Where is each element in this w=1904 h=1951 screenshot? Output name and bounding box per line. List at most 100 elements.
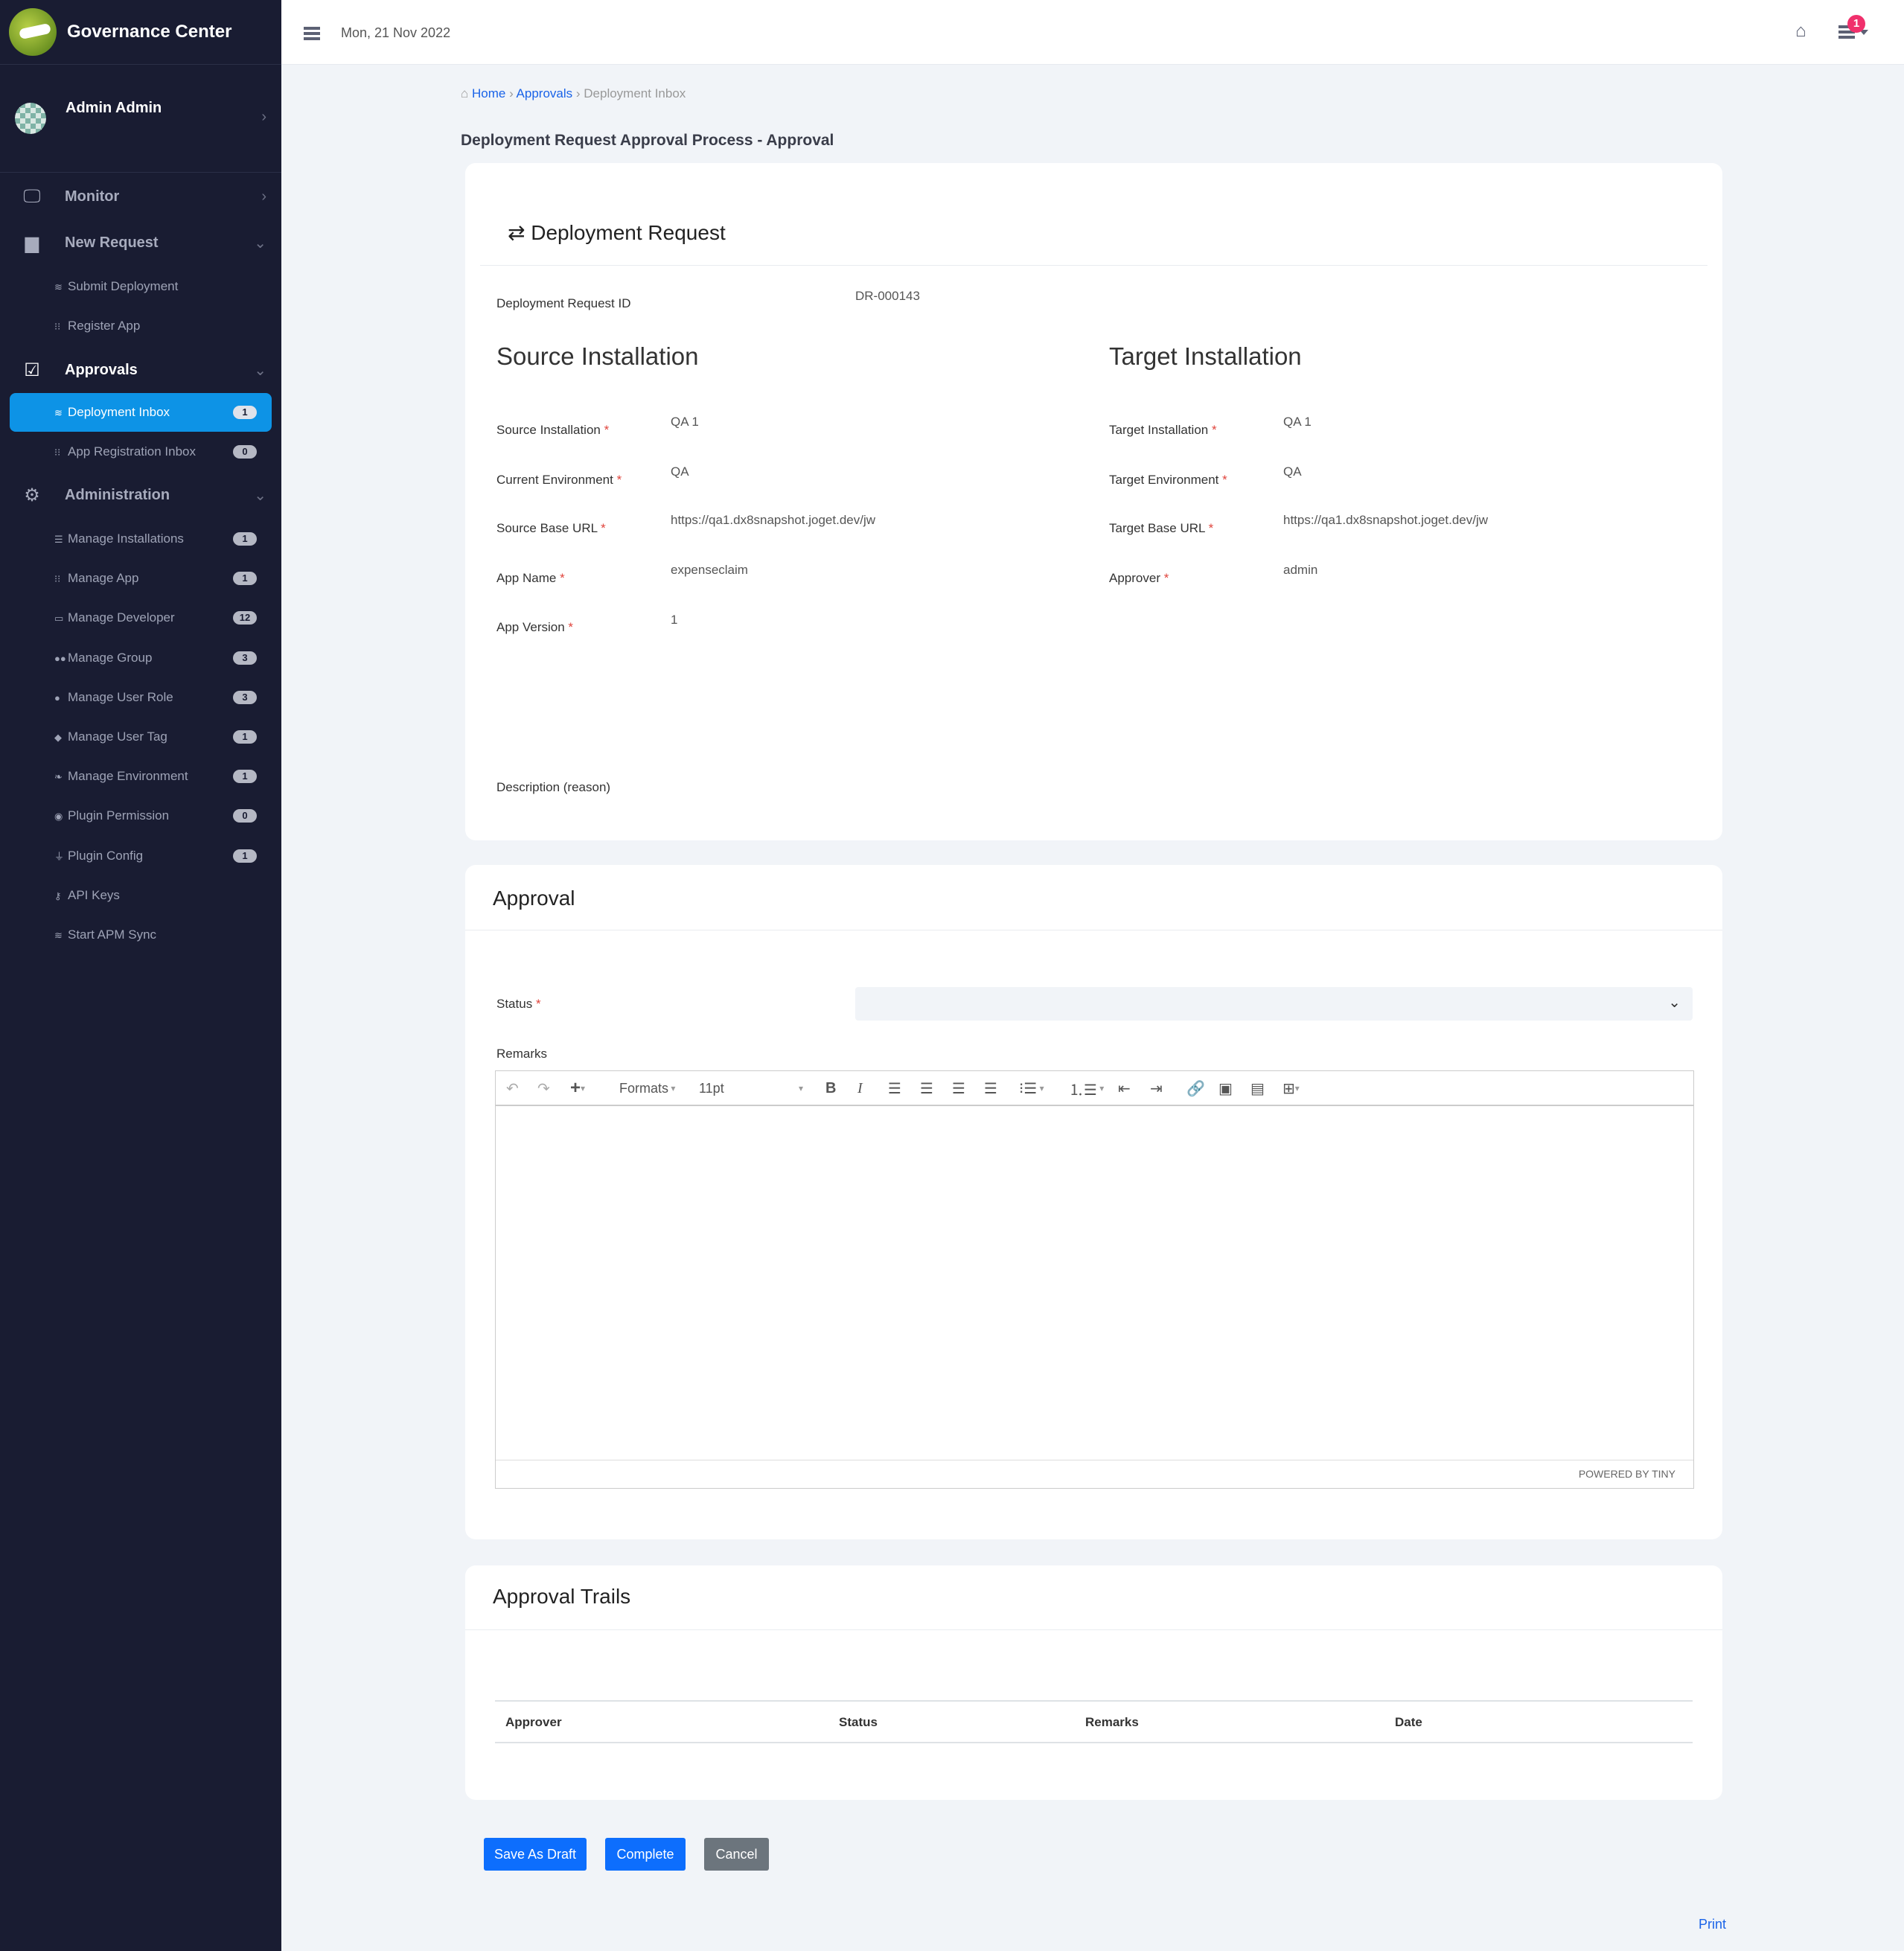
sidebar-item-start-apm-sync[interactable]: ≋ Start APM Sync (10, 916, 272, 954)
complete-button[interactable]: Complete (605, 1838, 686, 1871)
chevron-right-icon: › (261, 188, 266, 205)
leaf-icon: ❧ (54, 771, 63, 783)
field-value: QA 1 (671, 415, 699, 429)
breadcrumb-approvals[interactable]: Approvals (516, 86, 573, 100)
grid-icon: ⁝⁝ (54, 573, 61, 585)
nav-item: ≋ Submit Deployment (54, 279, 178, 294)
sidebar-item-manage-group[interactable]: ●● Manage Group 3 (10, 639, 272, 677)
outdent-icon[interactable]: ⇤ (1118, 1080, 1131, 1097)
count-badge: 0 (233, 445, 257, 459)
home-icon[interactable]: ⌂ (1795, 21, 1806, 41)
nav-label: API Keys (68, 887, 120, 902)
bullet-list-icon[interactable]: ⁝☰ ▾ (1019, 1080, 1044, 1097)
sidebar-item-manage-installations[interactable]: ☰ Manage Installations 1 (10, 520, 272, 558)
sidebar-item-plugin-permission[interactable]: ◉ Plugin Permission 0 (10, 796, 272, 835)
field-value: 1 (671, 613, 678, 627)
indent-icon[interactable]: ⇥ (1150, 1080, 1163, 1097)
breadcrumb-home[interactable]: Home (472, 86, 506, 100)
sidebar-item-manage-developer[interactable]: ▭ Manage Developer 12 (10, 598, 272, 637)
required-marker: * (1163, 571, 1169, 585)
cancel-button[interactable]: Cancel (704, 1838, 769, 1871)
sidebar-item-deployment-inbox[interactable]: ≋ Deployment Inbox 1 (10, 393, 272, 432)
align-center-icon[interactable]: ☰ (920, 1080, 933, 1097)
count-badge: 1 (233, 572, 257, 586)
powered-by-link[interactable]: POWERED BY TINY (1578, 1468, 1675, 1480)
count-badge: 1 (233, 770, 257, 784)
font-size-dropdown[interactable]: 11pt ▾ (699, 1080, 803, 1096)
brand[interactable]: Governance Center (9, 7, 231, 57)
sidebar-item-approvals[interactable]: ☑ Approvals ⌄ (0, 354, 281, 386)
nav-item: ●● Manage Group (54, 651, 152, 665)
table-icon[interactable]: ⊞ ▾ (1282, 1080, 1300, 1097)
nav-item: ⁝⁝ Manage App (54, 571, 138, 586)
key-icon: ⚷ (54, 890, 62, 901)
nav-label: Manage Installations (68, 531, 184, 546)
app-title: Governance Center (67, 22, 232, 42)
required-marker: * (601, 521, 606, 535)
nav-item: ≋ Deployment Inbox (54, 405, 170, 420)
insert-plus-icon[interactable]: + ▾ (570, 1078, 586, 1098)
field-value: QA 1 (1283, 415, 1312, 429)
status-select[interactable]: ⌄ (855, 987, 1693, 1021)
nav-label: Submit Deployment (68, 279, 179, 293)
count-badge: 3 (233, 651, 257, 665)
label-text: Approver (1109, 571, 1160, 585)
print-link[interactable]: Print (1699, 1917, 1727, 1932)
link-icon[interactable]: 🔗 (1186, 1080, 1205, 1097)
caret-down-icon[interactable] (1859, 30, 1868, 35)
formats-dropdown[interactable]: Formats ▾ (619, 1080, 676, 1096)
request-id-value: DR-000143 (855, 289, 920, 303)
nav-item: ◉ Plugin Permission (54, 808, 169, 823)
plug-icon: ⏚ (54, 850, 65, 862)
image-icon[interactable]: ▣ (1218, 1080, 1233, 1097)
remarks-textarea[interactable] (496, 1108, 1693, 1460)
align-left-icon[interactable]: ☰ (888, 1080, 901, 1097)
page-title: Deployment Request Approval Process - Ap… (461, 132, 834, 149)
sidebar-item-submit-deployment[interactable]: ≋ Submit Deployment (10, 267, 272, 306)
sidebar-item-manage-user-tag[interactable]: ◆ Manage User Tag 1 (10, 718, 272, 756)
undo-icon[interactable]: ↶ (506, 1080, 519, 1097)
formats-label: Formats (619, 1080, 669, 1096)
numbered-list-icon[interactable]: ⒈☰ ▾ (1069, 1082, 1105, 1099)
bold-icon[interactable]: B (825, 1079, 837, 1096)
id-card-icon: ▭ (54, 613, 64, 625)
field-label: App Name * (496, 571, 565, 586)
trails-heading: Approval Trails (493, 1585, 631, 1608)
sidebar-item-administration[interactable]: ⚙ Administration ⌄ (0, 479, 281, 511)
label-text: App Name (496, 571, 557, 585)
field-label: Target Base URL * (1109, 521, 1213, 536)
nav-label: Manage Environment (68, 769, 188, 784)
align-justify-icon[interactable]: ☰ (984, 1080, 997, 1097)
sidebar-item-manage-app[interactable]: ⁝⁝ Manage App 1 (10, 559, 272, 598)
notifications-icon[interactable] (1838, 25, 1855, 39)
column-header: Remarks (1085, 1715, 1139, 1729)
media-icon[interactable]: ▤ (1250, 1080, 1265, 1097)
label-text: Source Base URL (496, 521, 598, 535)
italic-icon[interactable]: I (857, 1079, 863, 1096)
required-marker: * (560, 571, 565, 585)
save-as-draft-button[interactable]: Save As Draft (484, 1838, 587, 1871)
user-tie-icon: ● (54, 692, 60, 703)
divider (465, 1629, 1722, 1630)
sidebar-item-app-registration-inbox[interactable]: ⁝⁝ App Registration Inbox 0 (10, 432, 272, 471)
hamburger-menu-icon[interactable] (304, 27, 320, 40)
sidebar-item-manage-user-role[interactable]: ● Manage User Role 3 (10, 678, 272, 717)
sidebar-item-plugin-config[interactable]: ⏚ Plugin Config 1 (10, 837, 272, 875)
sidebar-item-monitor[interactable]: 🖵 Monitor › (0, 180, 281, 213)
align-right-icon[interactable]: ☰ (952, 1080, 965, 1097)
font-size-label: 11pt (699, 1080, 724, 1096)
sidebar-item-api-keys[interactable]: ⚷ API Keys (10, 876, 272, 915)
label-text: Status (496, 997, 533, 1011)
redo-icon[interactable]: ↷ (537, 1080, 550, 1097)
nav-item: ⚷ API Keys (54, 888, 120, 903)
sidebar-item-register-app[interactable]: ⁝⁝ Register App (10, 307, 272, 345)
divider (480, 265, 1707, 266)
user-profile[interactable]: Admin Admin (15, 100, 162, 134)
required-marker: * (604, 423, 610, 437)
avatar (15, 103, 46, 134)
layers-icon: ≋ (54, 407, 63, 418)
nav-label: App Registration Inbox (68, 444, 196, 459)
sidebar-item-manage-environment[interactable]: ❧ Manage Environment 1 (10, 757, 272, 796)
label-text: Target Installation (1109, 423, 1209, 437)
sidebar-item-new-request[interactable]: ▆ New Request ⌄ (0, 226, 281, 259)
